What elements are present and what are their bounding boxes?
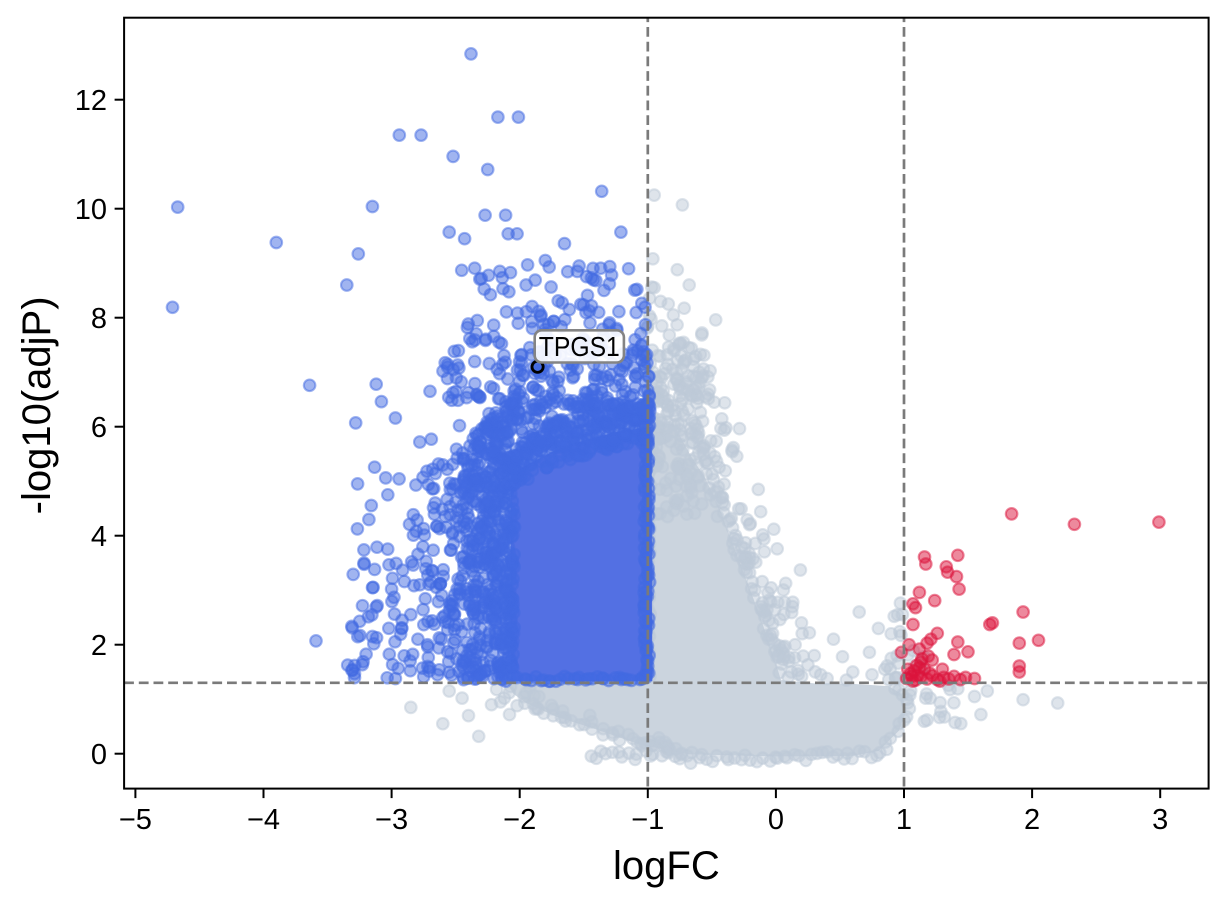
svg-text:2: 2 <box>1024 804 1040 836</box>
svg-text:1: 1 <box>896 804 912 836</box>
svg-text:logFC: logFC <box>613 844 720 888</box>
svg-text:2: 2 <box>91 630 107 662</box>
svg-text:0: 0 <box>91 739 107 771</box>
svg-text:−5: −5 <box>119 804 152 836</box>
svg-text:4: 4 <box>91 521 107 553</box>
svg-text:8: 8 <box>91 303 107 335</box>
svg-text:TPGS1: TPGS1 <box>539 331 620 362</box>
svg-text:12: 12 <box>75 85 107 117</box>
svg-text:−4: −4 <box>247 804 280 836</box>
svg-text:−3: −3 <box>375 804 408 836</box>
svg-text:-log10(adjP): -log10(adjP) <box>15 296 59 514</box>
svg-text:3: 3 <box>1152 804 1168 836</box>
svg-text:10: 10 <box>75 194 107 226</box>
svg-text:−1: −1 <box>631 804 664 836</box>
svg-text:−2: −2 <box>503 804 536 836</box>
svg-text:6: 6 <box>91 412 107 444</box>
svg-text:0: 0 <box>768 804 784 836</box>
